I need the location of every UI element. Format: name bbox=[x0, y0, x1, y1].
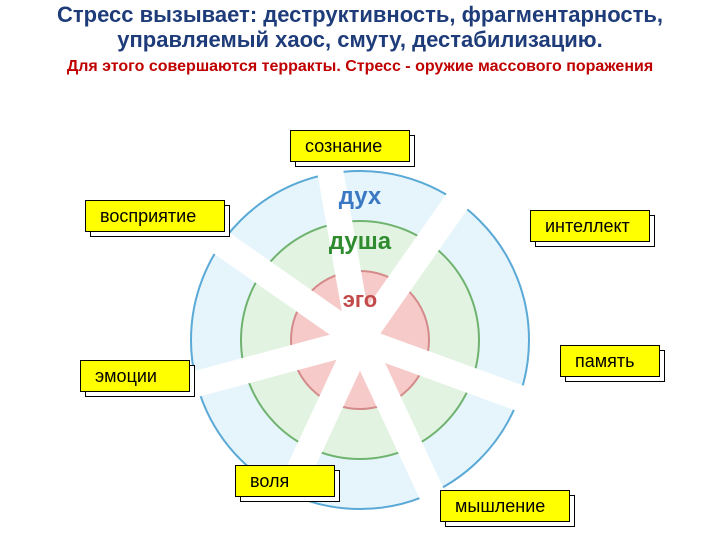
title-line-2: управляемый хаос, смуту, дестабилизацию. bbox=[20, 27, 700, 52]
title-line-1: Стресс вызывает: деструктивность, фрагме… bbox=[20, 2, 700, 27]
title-line-3: Для этого совершаются терракты. Стресс -… bbox=[20, 57, 700, 76]
label-0: сознание bbox=[290, 130, 410, 162]
slide: Стресс вызывает: деструктивность, фрагме… bbox=[0, 0, 720, 540]
ring-label-2: эго bbox=[343, 287, 377, 313]
label-3: эмоции bbox=[80, 360, 190, 392]
label-4: память bbox=[560, 345, 660, 377]
label-5: воля bbox=[235, 465, 335, 497]
ring-label-0: дух bbox=[339, 183, 382, 211]
label-1: восприятие bbox=[85, 200, 225, 232]
label-6: мышление bbox=[440, 490, 570, 522]
ring-label-1: душа bbox=[329, 228, 391, 256]
slide-title: Стресс вызывает: деструктивность, фрагме… bbox=[0, 0, 720, 76]
label-2: интеллект bbox=[530, 210, 650, 242]
